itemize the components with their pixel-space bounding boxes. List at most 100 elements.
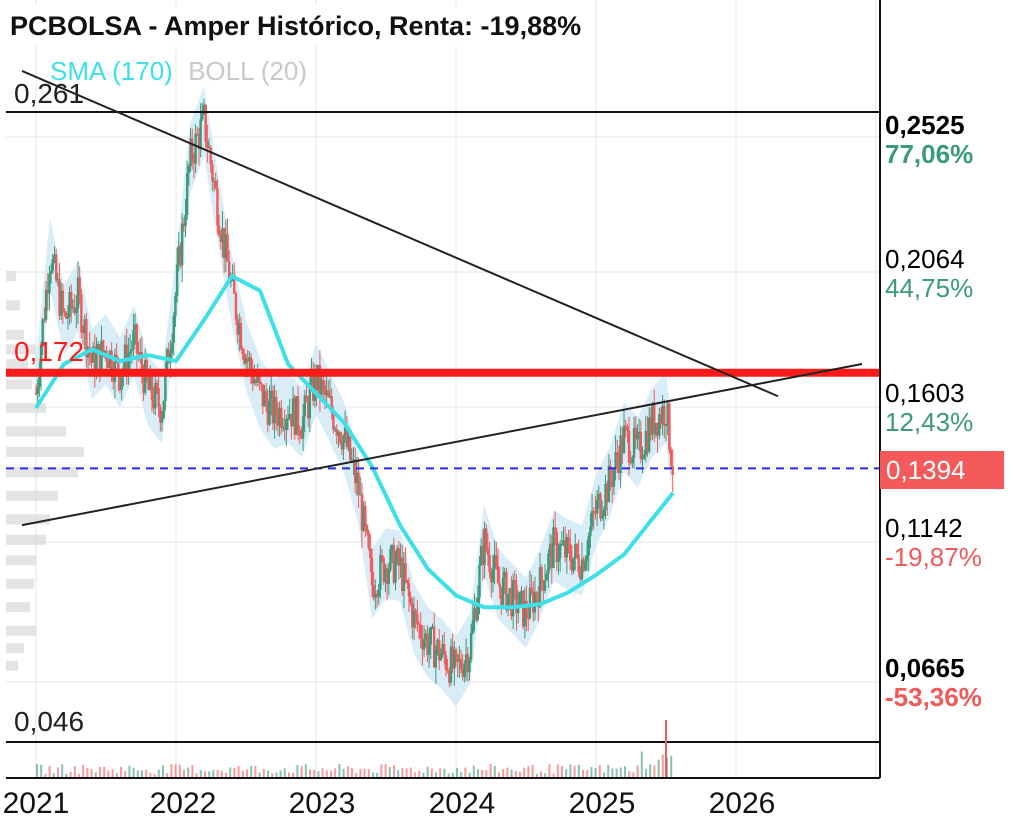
candle-body	[93, 346, 96, 376]
candle-body	[508, 588, 511, 594]
candle-body	[389, 548, 392, 570]
volume-bar	[162, 765, 164, 778]
volume-bar	[481, 769, 484, 778]
volume-bar	[422, 772, 425, 778]
volume-bar	[166, 773, 169, 778]
candle-body	[480, 545, 483, 565]
candle-body	[491, 568, 495, 583]
volume-bar	[565, 769, 568, 778]
candle-body	[364, 505, 367, 526]
volume-bar	[636, 765, 639, 778]
candle-body	[271, 390, 275, 424]
candle-body	[120, 376, 123, 390]
candle-body	[387, 569, 390, 584]
candle-body	[150, 374, 154, 400]
volume-bar	[128, 765, 131, 778]
candle-body	[132, 330, 135, 350]
candle-body	[65, 312, 68, 319]
x-tick-2021: 2021	[2, 787, 70, 820]
candle-body	[582, 559, 585, 571]
candle-body	[68, 291, 71, 318]
candle-body	[357, 472, 360, 496]
volume-bar	[443, 768, 446, 778]
volume-bar	[237, 765, 240, 778]
candle-body	[347, 436, 350, 448]
volume-bar	[145, 769, 148, 778]
volume-profile-bar	[6, 643, 24, 654]
candle-body	[422, 639, 426, 650]
bollinger-band	[36, 85, 672, 707]
candle-body	[396, 548, 399, 563]
candle-body	[589, 526, 592, 536]
volume-bar	[149, 772, 152, 778]
volume-profile-bar	[6, 329, 24, 340]
candle-body	[558, 544, 562, 559]
candle-body	[372, 584, 375, 598]
volume-bar	[619, 767, 622, 778]
candle-body	[622, 425, 626, 453]
volume-profile-bar	[6, 446, 84, 457]
volume-bar	[598, 765, 601, 778]
candle-body	[516, 607, 520, 614]
candle-body	[281, 426, 285, 428]
volume-bar	[514, 770, 517, 778]
candle-body	[115, 354, 118, 359]
candle-body	[123, 344, 127, 368]
candle-body	[397, 548, 401, 566]
volume-profile-bar	[6, 514, 50, 525]
candle-body	[607, 465, 611, 503]
candle-body	[44, 289, 48, 320]
candle-body	[38, 376, 41, 387]
right-pct-1: 77,06%	[885, 139, 974, 169]
volume-bar	[355, 772, 358, 778]
volume-bar	[99, 766, 101, 778]
candle-body	[374, 593, 377, 598]
candle-body	[248, 357, 251, 362]
volume-bar	[141, 770, 143, 778]
candle-body	[138, 352, 142, 355]
volume-bar	[477, 769, 479, 778]
candle-body	[451, 646, 454, 669]
candle-body	[594, 512, 597, 514]
candle-body	[335, 429, 338, 436]
candle-body	[293, 398, 296, 435]
candle-body	[91, 346, 95, 363]
candle-body	[66, 317, 70, 319]
candle-body	[196, 133, 199, 135]
volume-bar	[115, 773, 118, 778]
volume-bar	[300, 766, 303, 778]
candle-body	[172, 315, 175, 343]
candle-body	[656, 423, 659, 436]
volume-profile-bar	[6, 271, 16, 282]
candle-body	[390, 545, 394, 549]
candle-body	[532, 591, 535, 613]
candle-body	[668, 403, 671, 450]
legend-sma[interactable]: SMA (170)	[50, 56, 173, 86]
volume-bar	[40, 764, 43, 778]
candle-body	[585, 555, 589, 562]
candle-body	[63, 310, 66, 313]
volume-bar	[275, 772, 278, 778]
volume-bar	[334, 768, 337, 778]
volume-bar	[57, 767, 59, 778]
volume-bar	[246, 769, 248, 778]
candle-body	[340, 442, 343, 450]
right-price-1: 0,2525	[885, 110, 965, 140]
candle-body	[439, 653, 443, 661]
current-price-badge: 0,1394	[880, 451, 1004, 489]
candle-body	[177, 246, 180, 265]
candle-body	[540, 567, 543, 581]
candle-body	[533, 592, 537, 613]
candle-body	[626, 426, 629, 431]
candle-body	[510, 588, 513, 617]
volume-bar	[510, 769, 513, 778]
legend-boll[interactable]: BOLL (20)	[188, 56, 308, 86]
volume-bar	[69, 772, 72, 778]
candle-body	[444, 655, 448, 670]
candle-body	[463, 663, 466, 677]
candle-body	[550, 543, 553, 568]
volume-bar	[414, 772, 416, 778]
candle-body	[612, 469, 616, 487]
